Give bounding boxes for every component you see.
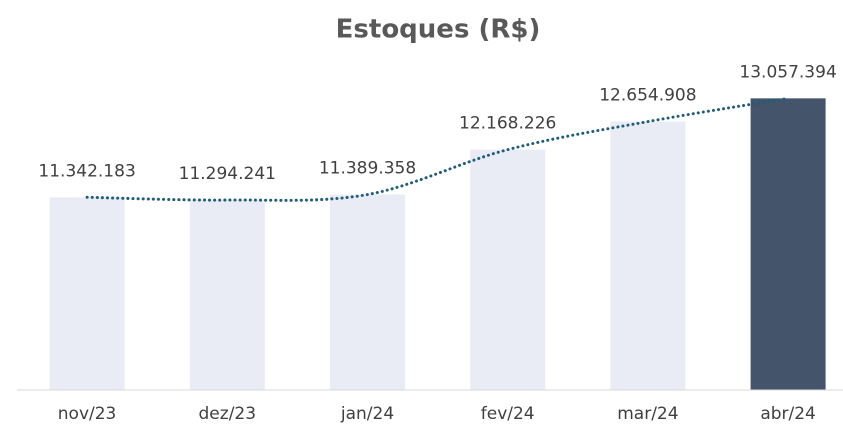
bar	[750, 98, 826, 391]
value-label: 12.654.908	[599, 86, 696, 106]
bar	[330, 194, 405, 390]
value-label: 11.342.183	[38, 161, 135, 181]
x-tick-label: mar/24	[617, 404, 678, 424]
bar	[49, 197, 125, 390]
trendline	[85, 96, 790, 202]
bar	[470, 149, 546, 390]
x-tick-label: dez/23	[199, 404, 257, 424]
value-label: 11.389.358	[319, 159, 416, 179]
value-label: 12.168.226	[459, 114, 556, 134]
chart-title: Estoques (R$)	[336, 15, 541, 45]
value-label: 13.057.394	[739, 62, 836, 82]
x-tick-label: fev/24	[481, 404, 535, 424]
x-tick-label: abr/24	[760, 404, 816, 424]
bar	[189, 200, 265, 390]
x-tick-label: jan/24	[340, 404, 394, 424]
x-tick-label: nov/23	[58, 404, 117, 424]
value-label: 11.294.241	[179, 164, 276, 184]
bar	[610, 121, 686, 391]
